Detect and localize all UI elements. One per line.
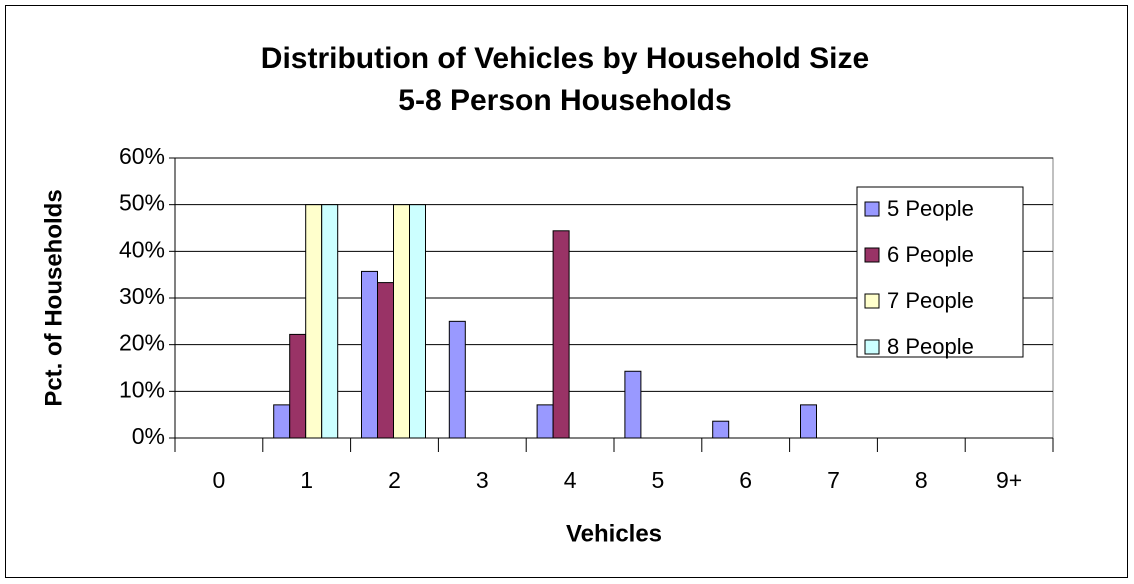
bar bbox=[393, 204, 410, 439]
chart-title: Distribution of Vehicles by Household Si… bbox=[261, 42, 869, 75]
bar bbox=[448, 320, 466, 439]
bar bbox=[624, 370, 642, 439]
y-tick-label: 40% bbox=[119, 236, 165, 262]
bar bbox=[800, 404, 817, 439]
chart-subtitle: 5-8 Person Households bbox=[398, 84, 731, 117]
legend-swatch bbox=[864, 247, 880, 263]
y-tick-label: 60% bbox=[119, 143, 165, 169]
y-tick-label: 30% bbox=[119, 283, 165, 309]
y-tick-label: 10% bbox=[119, 376, 165, 402]
x-axis-title: Vehicles bbox=[566, 520, 662, 547]
x-tick-label: 3 bbox=[476, 467, 489, 493]
y-tick-label: 50% bbox=[119, 190, 165, 216]
x-tick-label: 4 bbox=[564, 467, 577, 493]
y-tick-label: 20% bbox=[119, 330, 165, 356]
bar bbox=[305, 204, 323, 439]
legend-swatch bbox=[864, 201, 880, 217]
bar bbox=[552, 230, 570, 439]
x-tick-label: 0 bbox=[213, 467, 226, 493]
y-axis-title: Pct. of Households bbox=[40, 189, 67, 406]
x-tick-label: 1 bbox=[300, 467, 313, 493]
legend-label: 8 People bbox=[887, 334, 974, 359]
bar bbox=[361, 270, 378, 439]
x-tick-label: 7 bbox=[827, 467, 840, 493]
legend-swatch bbox=[864, 339, 880, 355]
x-tick-label: 8 bbox=[915, 467, 928, 493]
bar bbox=[377, 282, 394, 439]
legend-swatch bbox=[864, 293, 880, 309]
x-tick-label: 9+ bbox=[996, 467, 1022, 493]
bar bbox=[273, 404, 291, 439]
bar bbox=[712, 420, 730, 439]
legend-label: 7 People bbox=[887, 288, 974, 313]
bar bbox=[289, 333, 307, 439]
x-tick-label: 6 bbox=[739, 467, 752, 493]
bar bbox=[321, 204, 339, 439]
x-tick-label: 2 bbox=[388, 467, 401, 493]
x-tick-label: 5 bbox=[652, 467, 665, 493]
y-tick-label: 0% bbox=[132, 423, 165, 449]
bar bbox=[409, 204, 426, 439]
legend-box bbox=[856, 186, 1024, 358]
bar bbox=[536, 404, 554, 439]
legend-label: 5 People bbox=[887, 196, 974, 221]
legend-label: 6 People bbox=[887, 242, 974, 267]
